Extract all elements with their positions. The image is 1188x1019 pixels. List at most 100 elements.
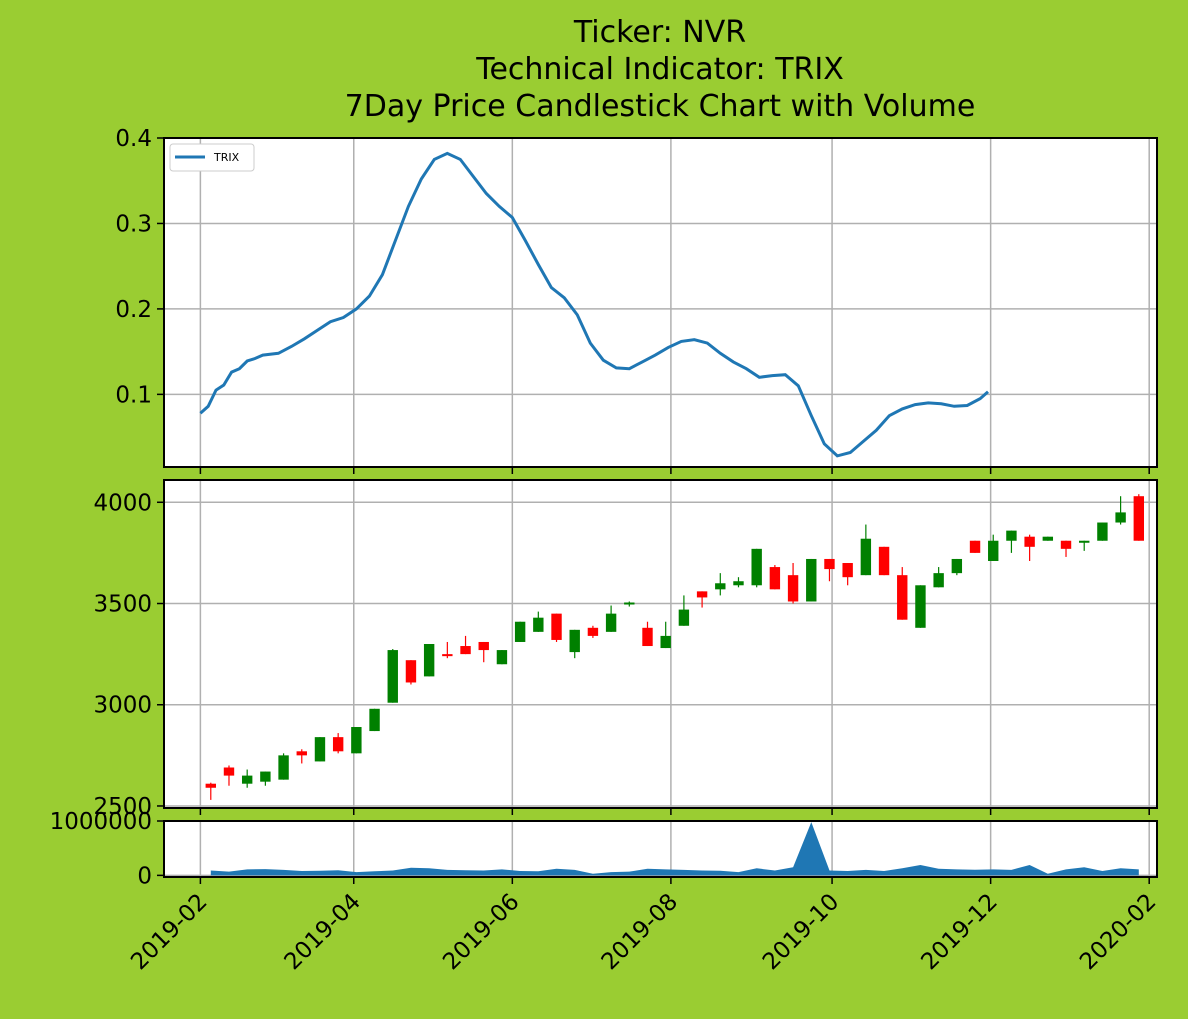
candle-body [314, 737, 326, 762]
candle-body [205, 783, 216, 788]
candle-body [769, 567, 781, 590]
volume-plot-area [164, 821, 1157, 877]
candle-body [478, 641, 489, 651]
candle [351, 727, 362, 754]
candle-body [460, 646, 471, 655]
candle-body [678, 609, 690, 626]
candle [624, 601, 635, 607]
candle-body [1042, 536, 1054, 541]
candle [751, 548, 762, 588]
candle-body [387, 650, 398, 703]
candle-body [278, 755, 289, 780]
trix-plot-area [164, 138, 1157, 467]
volume-ytick-label: 1000000 [50, 809, 152, 835]
candle-body [660, 635, 671, 649]
candle [442, 641, 453, 659]
candle [769, 565, 781, 590]
x-tick-label: 2019-12 [917, 889, 1003, 975]
candle-body [551, 613, 562, 640]
candle-body [951, 558, 963, 574]
candle-body [1079, 540, 1090, 543]
candle [824, 558, 835, 582]
candle [733, 577, 744, 588]
candle-body [241, 775, 253, 784]
candle [878, 546, 890, 576]
candle [951, 558, 963, 576]
price-panel: 2500 3000 3500 4000 [93, 479, 1158, 820]
candle [933, 567, 944, 588]
candle [678, 595, 690, 626]
candle-body [496, 650, 508, 665]
candle-body [1133, 496, 1145, 541]
candle-body [624, 602, 635, 605]
candle [897, 567, 908, 620]
candle-body [260, 771, 271, 782]
candle [1115, 496, 1126, 525]
legend-label: TRIX [213, 151, 240, 164]
candle [496, 650, 508, 665]
candle-body [587, 627, 599, 636]
title-line-description: 7Day Price Candlestick Chart with Volume [344, 89, 976, 124]
candle-body [715, 583, 726, 590]
candle [533, 611, 544, 632]
candle-body [696, 591, 708, 598]
x-tick-label: 2020-02 [1075, 889, 1161, 975]
candle-body [1115, 512, 1126, 523]
candle [988, 534, 999, 561]
candle-body [787, 575, 799, 602]
candle [405, 660, 417, 685]
trix-ytick-label: 0.1 [115, 382, 152, 408]
candle [223, 765, 235, 786]
candle [696, 591, 708, 608]
trix-legend: TRIX [169, 143, 255, 172]
volume-border [163, 820, 1158, 878]
candle-body [423, 644, 435, 677]
x-tick-label: 2019-10 [758, 889, 844, 975]
candle-body [1024, 536, 1035, 547]
candle [860, 524, 872, 576]
trix-ytick-label: 0.3 [115, 211, 152, 237]
title-line-indicator: Technical Indicator: TRIX [476, 52, 844, 87]
candle [605, 605, 617, 632]
candle-body [969, 540, 981, 553]
candle [1024, 534, 1035, 561]
candle-body [897, 575, 908, 620]
candle [969, 540, 981, 553]
x-tick-label: 2019-08 [597, 889, 683, 975]
legend-box [169, 143, 255, 172]
price-ytick-label: 2500 [93, 794, 152, 820]
candle [787, 563, 799, 604]
candle-body [1097, 522, 1108, 541]
candle [514, 621, 526, 642]
candle-body [405, 660, 417, 683]
candle [460, 635, 471, 655]
candle [241, 769, 253, 788]
candle-body [1060, 540, 1072, 549]
candle [660, 621, 671, 649]
candle-body [569, 629, 580, 653]
candle-body [988, 540, 999, 561]
candle [332, 733, 344, 754]
trix-line [199, 151, 989, 458]
candle-body [933, 573, 944, 588]
candle [1042, 536, 1054, 541]
candle-body [642, 627, 653, 647]
x-tick-label: 2019-02 [126, 889, 212, 975]
candle [296, 749, 307, 764]
candle [423, 644, 435, 677]
candle [1097, 522, 1108, 541]
candle [551, 613, 562, 642]
candle [1006, 530, 1017, 553]
candle-body [915, 585, 926, 628]
price-border [163, 479, 1158, 809]
volume-ytick-label: 0 [137, 863, 152, 889]
trix-ytick-label: 0.2 [115, 297, 152, 323]
candle-body [442, 654, 453, 657]
candle [915, 585, 926, 628]
candle [1079, 540, 1090, 551]
x-axis: 2019-02 2019-04 2019-06 2019-08 2019-10 2019-… [126, 889, 1161, 975]
candle [205, 782, 216, 800]
trix-ytick-label: 0.4 [115, 126, 152, 152]
candle [260, 771, 271, 786]
